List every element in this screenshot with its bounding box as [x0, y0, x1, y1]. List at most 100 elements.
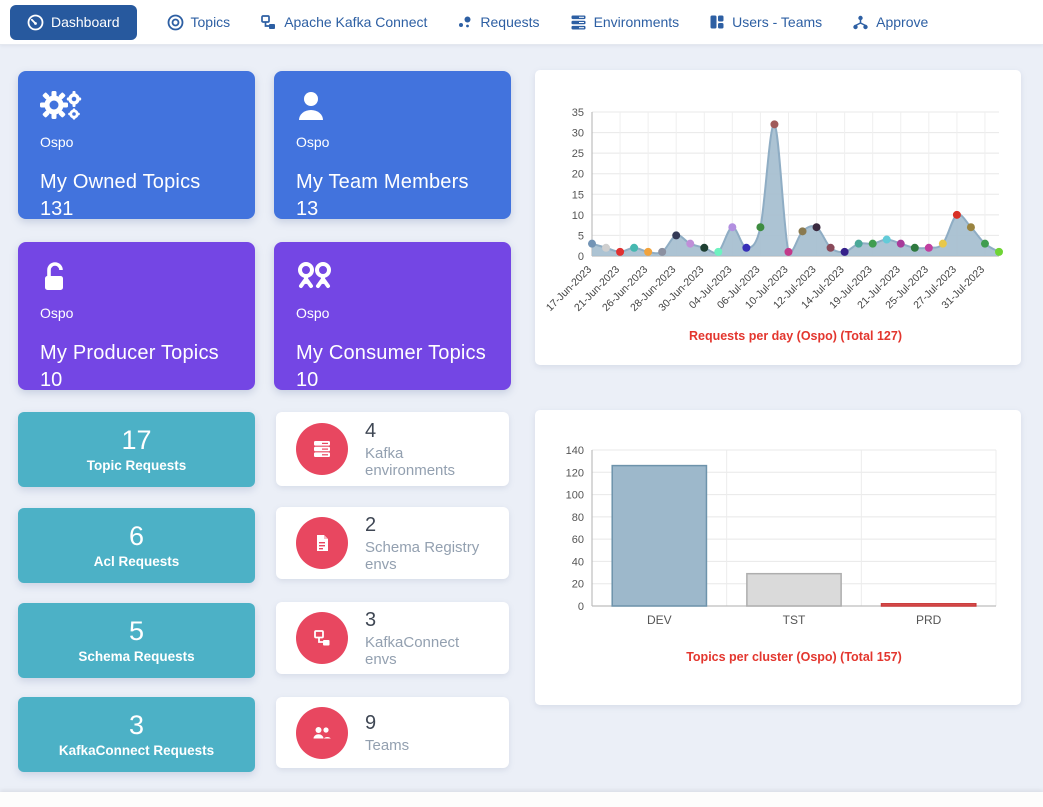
svg-text:Topics per cluster (Ospo) (Tot: Topics per cluster (Ospo) (Total 157)	[686, 650, 902, 664]
teams-card[interactable]: 9 Teams	[276, 697, 509, 768]
env-label: KafkaConnect envs	[365, 633, 460, 668]
svg-text:0: 0	[578, 251, 584, 263]
card-value: 131	[40, 198, 74, 220]
nav-item-requests[interactable]: Requests	[457, 14, 540, 30]
svg-text:100: 100	[566, 490, 584, 502]
nav-item-label: Requests	[480, 14, 540, 30]
unlock-icon	[45, 262, 63, 290]
consumers-icon	[298, 262, 331, 288]
stat-card-consumer-topics[interactable]: Ospo My Consumer Topics 10	[274, 242, 511, 391]
svg-text:0: 0	[578, 601, 584, 613]
schema-registry-envs-card[interactable]: 2 Schema Registry envs	[276, 507, 509, 579]
stat-card-team-members[interactable]: Ospo My Team Members 13	[274, 71, 511, 220]
svg-text:40: 40	[572, 556, 584, 568]
top-navbar: Dashboard Topics Apache Kafka Connect Re…	[0, 0, 1043, 45]
svg-text:TST: TST	[783, 613, 806, 627]
env-count: 3	[365, 608, 377, 631]
file-icon	[317, 535, 328, 551]
nav-item-label: Apache Kafka Connect	[284, 14, 428, 30]
nav-item-label: Approve	[876, 14, 929, 30]
people-icon	[313, 726, 331, 738]
card-title: My Consumer Topics	[296, 342, 486, 364]
server-stack-icon	[571, 15, 586, 29]
svg-text:5: 5	[578, 230, 584, 242]
kafkaconnect-envs-card[interactable]: 3 KafkaConnect envs	[276, 602, 509, 674]
svg-text:120: 120	[566, 467, 584, 479]
team-grid-icon	[710, 15, 724, 29]
svg-text:35: 35	[572, 107, 584, 119]
env-count: 9	[365, 711, 377, 734]
card-title: My Owned Topics	[40, 171, 201, 193]
nav-item-users-teams[interactable]: Users - Teams	[709, 14, 822, 30]
nav-item-environments[interactable]: Environments	[570, 14, 680, 31]
env-label: Schema Registry envs	[365, 538, 480, 573]
card-title: My Producer Topics	[40, 342, 219, 364]
nav-item-topics[interactable]: Topics	[167, 14, 231, 31]
bullseye-icon	[167, 14, 183, 30]
svg-text:25: 25	[572, 148, 584, 160]
sitemap-icon	[853, 15, 868, 29]
svg-text:20: 20	[572, 579, 584, 591]
requests-per-day-chart: 0 5 10 15 20 25 30 35 17-Jun-2023 21-Jun-2023 26-J…	[535, 70, 1021, 365]
nav-item-label: Users - Teams	[732, 14, 823, 30]
card-value: 13	[296, 198, 319, 220]
stat-card-owned-topics[interactable]: Ospo My Owned Topics 131	[18, 71, 255, 220]
network-icon	[314, 630, 330, 646]
card-value: 10	[40, 369, 63, 391]
svg-text:30: 30	[572, 128, 584, 140]
env-icon-circle	[296, 517, 348, 569]
topics-per-cluster-chart: 0 20 40 60 80 100 120 140 DEV TST PRD Topics per cl…	[535, 410, 1021, 705]
env-icon-circle	[296, 706, 348, 759]
server-icon	[314, 441, 330, 457]
gears-icon	[40, 91, 82, 120]
svg-text:15: 15	[572, 189, 584, 201]
svg-text:PRD: PRD	[916, 613, 942, 627]
request-count: 6	[128, 520, 145, 551]
env-label: Teams	[365, 736, 410, 754]
env-count: 4	[365, 419, 377, 442]
network-nodes-icon	[261, 14, 276, 29]
svg-text:10: 10	[572, 210, 584, 222]
acl-requests-card[interactable]: 6 Acl Requests	[18, 508, 255, 583]
env-label: Kafka environments	[365, 444, 456, 479]
request-label: Schema Requests	[78, 649, 195, 665]
nav-item-dashboard[interactable]: Dashboard	[10, 4, 137, 40]
kafkaconnect-requests-card[interactable]: 3 KafkaConnect Requests	[18, 697, 255, 772]
request-label: KafkaConnect Requests	[58, 743, 215, 759]
request-label: Acl Requests	[93, 554, 180, 570]
team-name: Ospo	[296, 305, 330, 321]
user-icon	[299, 92, 323, 120]
env-icon-circle	[296, 612, 348, 664]
svg-text:140: 140	[566, 445, 584, 457]
nav-item-label: Topics	[190, 14, 231, 30]
svg-text:20: 20	[572, 169, 584, 181]
card-title: My Team Members	[296, 171, 469, 193]
svg-text:Requests per day (Ospo) (Total: Requests per day (Ospo) (Total 127)	[689, 329, 902, 343]
chart-svg: 0510152025303517-Jun-202321-Jun-202326-J…	[544, 107, 1003, 343]
team-name: Ospo	[40, 134, 74, 150]
nav-item-label: Dashboard	[51, 14, 120, 30]
env-count: 2	[365, 513, 377, 536]
svg-text:DEV: DEV	[647, 613, 672, 627]
request-count: 3	[128, 709, 145, 740]
env-icon-circle	[296, 423, 348, 475]
request-count: 17	[121, 424, 152, 455]
dashboard-gauge-icon	[27, 14, 44, 30]
nav-item-kafka-connect[interactable]: Apache Kafka Connect	[260, 14, 427, 31]
kafka-environments-card[interactable]: 4 Kafka environments	[276, 412, 509, 486]
dots-icon	[459, 16, 471, 28]
svg-text:80: 80	[572, 512, 584, 524]
footer-bar	[0, 792, 1043, 807]
team-name: Ospo	[296, 134, 330, 150]
topic-requests-card[interactable]: 17 Topic Requests	[18, 412, 255, 487]
stat-card-producer-topics[interactable]: Ospo My Producer Topics 10	[18, 242, 255, 391]
request-count: 5	[128, 615, 145, 646]
svg-text:60: 60	[572, 534, 584, 546]
schema-requests-card[interactable]: 5 Schema Requests	[18, 603, 255, 678]
request-label: Topic Requests	[86, 458, 187, 474]
nav-item-approve[interactable]: Approve	[852, 14, 928, 31]
nav-item-label: Environments	[593, 14, 680, 30]
chart-svg: 0 20 40 60 80 100 120 140 DEV TST PRD Topics per cl…	[566, 445, 997, 664]
card-value: 10	[296, 369, 319, 391]
team-name: Ospo	[40, 305, 74, 321]
